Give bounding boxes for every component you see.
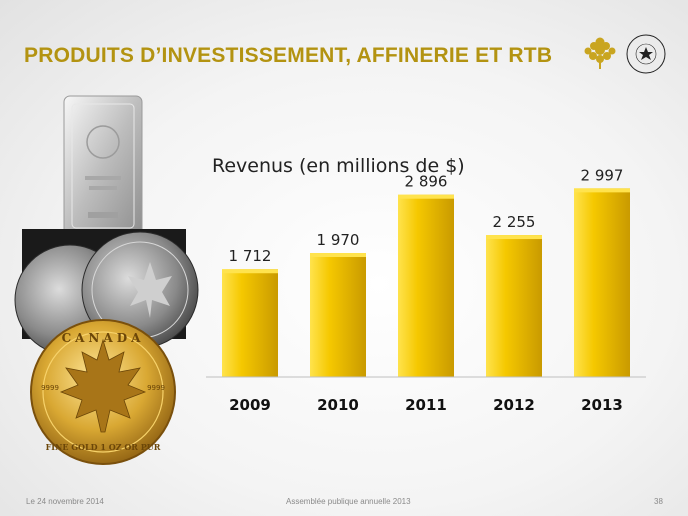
bar-2012 bbox=[486, 235, 542, 377]
bar-highlight-2009 bbox=[222, 269, 278, 274]
coin-top-text: CANADA bbox=[62, 331, 145, 345]
data-label-2010: 1 970 bbox=[317, 231, 360, 249]
category-label-2012: 2012 bbox=[493, 396, 535, 414]
category-label-2009: 2009 bbox=[229, 396, 271, 414]
chart-title: Revenus (en millions de $) bbox=[212, 155, 465, 177]
bar-highlight-2010 bbox=[310, 253, 366, 258]
footer-event-name: Assemblée publique annuelle 2013 bbox=[286, 497, 411, 506]
mint-seal-icon bbox=[626, 34, 666, 74]
slide-title: PRODUITS D’INVESTISSEMENT, AFFINERIE ET … bbox=[24, 44, 553, 67]
data-label-2009: 1 712 bbox=[229, 247, 272, 265]
data-label-2012: 2 255 bbox=[493, 213, 536, 231]
category-label-2011: 2011 bbox=[405, 396, 447, 414]
coin-left-purity: 9999 bbox=[41, 384, 59, 392]
revenue-bar-chart: 1 712 2009 1 970 2010 2 896 2011 2 255 2012 2 99… bbox=[206, 166, 646, 414]
bar-highlight-2012 bbox=[486, 235, 542, 240]
gold-maple-leaf-coin-icon: CANADA 9999 9999 FINE GOLD 1 OZ OR PUR bbox=[30, 319, 176, 465]
maple-leaf-icon bbox=[584, 37, 616, 69]
bar-2013 bbox=[574, 188, 630, 377]
bar-2011 bbox=[398, 194, 454, 377]
product-images: CANADA 9999 9999 FINE GOLD 1 OZ OR PUR bbox=[14, 95, 199, 465]
silver-maple-coins-icon bbox=[14, 229, 199, 356]
footer-date: Le 24 novembre 2014 bbox=[26, 497, 104, 506]
royal-canadian-mint-logo bbox=[584, 34, 666, 74]
bar-highlight-2011 bbox=[398, 194, 454, 199]
page-number: 38 bbox=[654, 497, 663, 506]
data-label-2013: 2 997 bbox=[581, 166, 624, 184]
coin-bottom-text: FINE GOLD 1 OZ OR PUR bbox=[46, 442, 161, 452]
data-label-2011: 2 896 bbox=[405, 173, 448, 191]
bar-2010 bbox=[310, 253, 366, 377]
bar-2009 bbox=[222, 269, 278, 377]
bar-highlight-2013 bbox=[574, 188, 630, 193]
category-label-2013: 2013 bbox=[581, 396, 623, 414]
coin-right-purity: 9999 bbox=[147, 384, 165, 392]
category-label-2010: 2010 bbox=[317, 396, 359, 414]
silver-bar-icon bbox=[63, 95, 143, 237]
